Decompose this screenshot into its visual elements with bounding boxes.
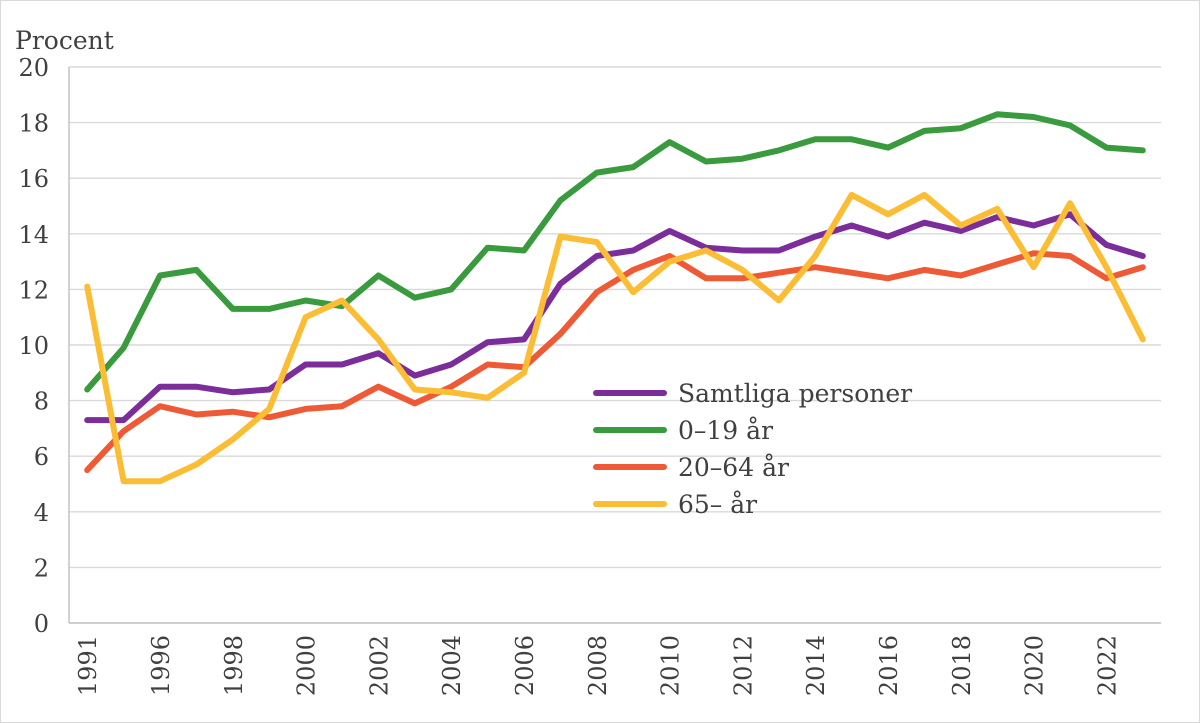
x-tick-label: 1998 — [220, 635, 248, 696]
x-tick-label: 2018 — [948, 635, 976, 696]
y-tick-label: 14 — [18, 221, 49, 249]
x-tick-label: 2010 — [657, 635, 685, 696]
y-tick-label: 16 — [18, 165, 49, 193]
y-tick-labels: 0 2 4 6 8 10 12 14 16 18 20 — [18, 54, 49, 638]
x-tick-labels: 1991 1996 1998 2000 2002 2004 2006 2008 2010 2012… — [74, 635, 1121, 696]
y-axis-title: Procent — [15, 26, 114, 55]
x-tick-label: 2016 — [875, 635, 903, 696]
y-tick-label: 18 — [18, 110, 49, 138]
x-tick-label: 2002 — [365, 635, 393, 696]
y-tick-label: 6 — [34, 443, 49, 471]
y-tick-label: 10 — [18, 332, 49, 360]
y-tick-label: 4 — [34, 499, 49, 527]
y-tick-label: 8 — [34, 388, 49, 416]
x-tick-label: 2014 — [802, 635, 830, 696]
series-line-2 — [84, 250, 1146, 474]
x-tick-label: 1991 — [74, 635, 102, 696]
x-tick-label: 1996 — [147, 635, 175, 696]
legend-label-0: Samtliga personer — [678, 379, 912, 408]
y-tick-label: 2 — [34, 554, 49, 582]
x-tick-label: 2000 — [293, 635, 321, 696]
legend-label-2: 20–64 år — [678, 453, 789, 482]
gridlines — [69, 66, 1161, 569]
axes — [68, 67, 1161, 624]
series-line-3 — [84, 191, 1146, 485]
y-tick-label: 20 — [18, 54, 49, 82]
x-tick-label: 2006 — [511, 635, 539, 696]
x-tick-label: 2012 — [729, 635, 757, 696]
y-tick-label: 0 — [34, 610, 49, 638]
x-tick-label: 2022 — [1093, 635, 1121, 696]
y-tick-label: 12 — [18, 276, 49, 304]
x-tick-label: 2004 — [438, 635, 466, 696]
legend: Samtliga personer 0–19 år 20–64 år 65– år — [593, 379, 912, 519]
x-tick-label: 2008 — [584, 635, 612, 696]
legend-label-1: 0–19 år — [678, 416, 773, 445]
x-tick-label: 2020 — [1021, 635, 1049, 696]
legend-label-3: 65– år — [678, 490, 757, 519]
series-line-1 — [84, 111, 1146, 393]
series-lines — [84, 111, 1146, 485]
series-line-0 — [84, 211, 1146, 424]
